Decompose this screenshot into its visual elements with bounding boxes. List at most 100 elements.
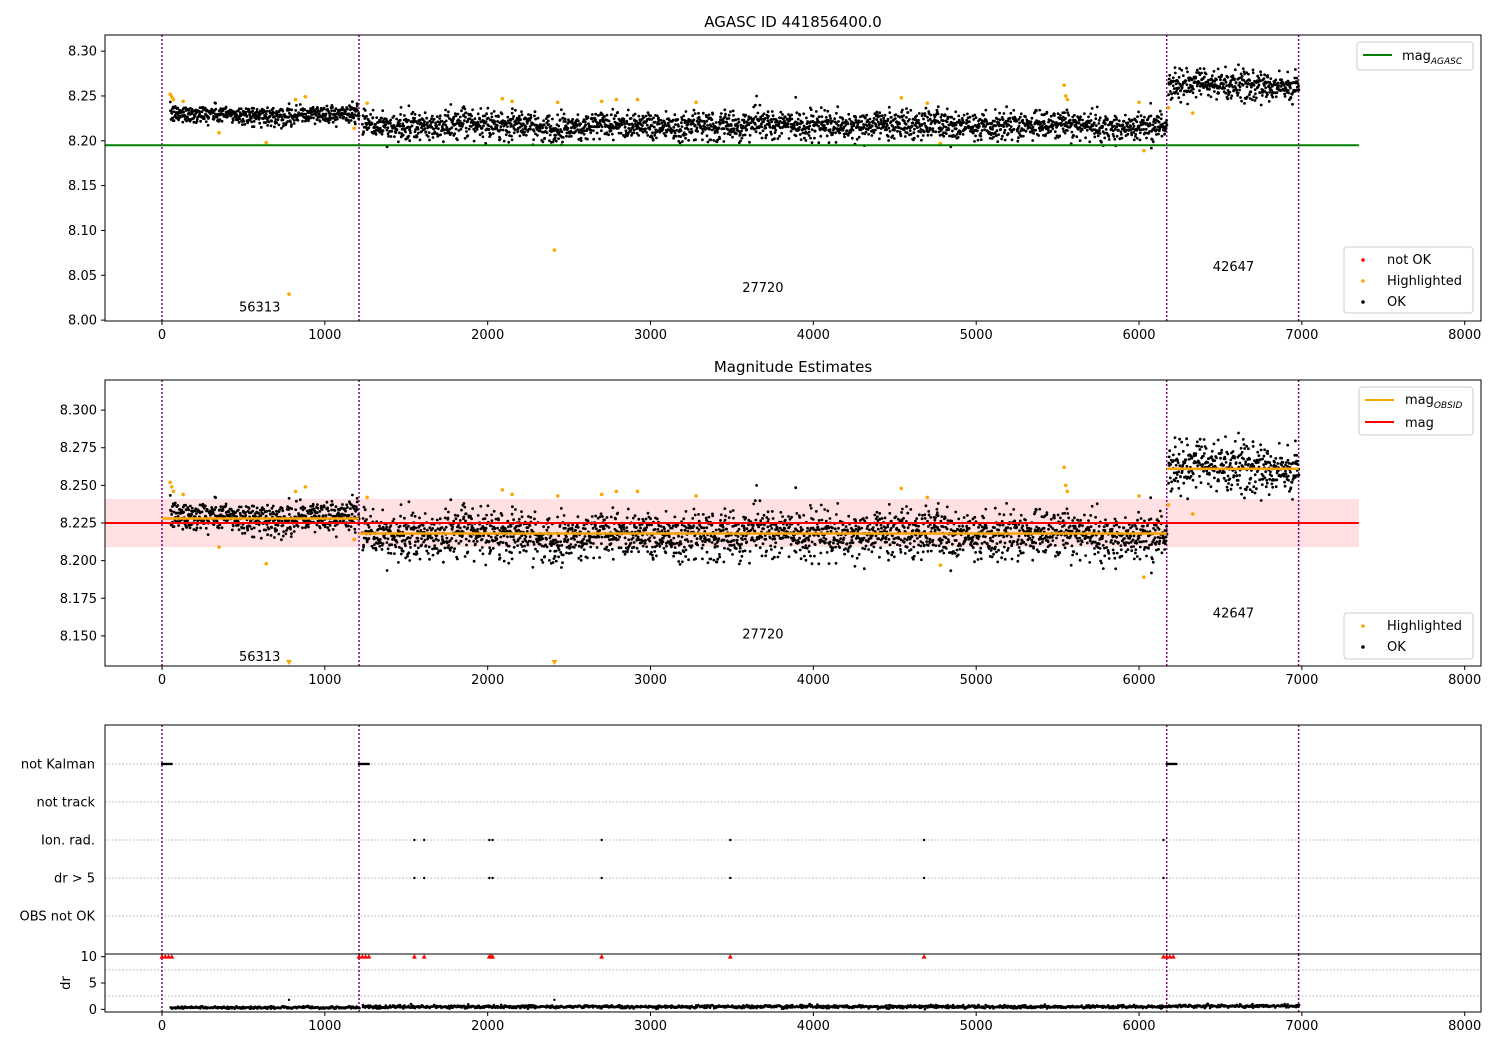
- data-point-ok: [1044, 133, 1048, 136]
- data-point-ok: [893, 117, 897, 120]
- data-point-ok: [1094, 117, 1098, 121]
- data-point-ok: [1104, 115, 1107, 118]
- data-point-ok: [184, 503, 188, 507]
- data-point-ok: [773, 137, 776, 141]
- data-point-ok: [416, 536, 420, 540]
- data-point-ok: [1148, 123, 1152, 127]
- data-point-ok: [347, 528, 351, 532]
- data-point-ok: [1228, 85, 1231, 88]
- data-point-ok: [517, 517, 521, 521]
- data-point-ok: [814, 110, 818, 113]
- data-point-ok: [476, 514, 480, 517]
- data-point-ok: [594, 523, 597, 527]
- data-point-ok: [906, 111, 910, 114]
- data-point-ok: [255, 108, 259, 111]
- data-point-ok: [754, 115, 758, 118]
- data-point-ok: [565, 535, 568, 539]
- data-point-ok: [463, 525, 466, 529]
- obsid-label: 27720: [742, 281, 783, 296]
- y-tick-label: 8.00: [68, 314, 97, 329]
- data-point-ok: [476, 528, 479, 531]
- data-point-ok: [758, 131, 762, 135]
- data-point-ok: [1235, 88, 1239, 92]
- data-point-ok: [709, 124, 713, 128]
- data-point-ok: [734, 124, 737, 127]
- data-point-ok: [697, 120, 701, 124]
- data-point-ok: [414, 540, 417, 544]
- data-point-ok: [502, 534, 506, 538]
- data-point-ok: [886, 135, 890, 138]
- data-point-ok: [1243, 102, 1246, 105]
- data-point-ok: [1138, 138, 1142, 142]
- data-point-ok: [528, 535, 532, 539]
- data-point-ok: [443, 546, 447, 550]
- data-point-ok: [454, 114, 458, 118]
- data-point-ok: [756, 111, 760, 115]
- data-point-ok: [310, 511, 314, 515]
- data-point-ok: [752, 117, 756, 120]
- data-point-ok: [526, 130, 530, 133]
- data-point-ok: [608, 126, 611, 130]
- data-point-ok: [1222, 82, 1225, 86]
- data-point-ok: [1283, 95, 1287, 98]
- data-point-ok: [1137, 110, 1140, 114]
- data-point-ok: [846, 122, 850, 126]
- data-point-ok: [1296, 82, 1300, 85]
- data-point-ok: [372, 132, 375, 135]
- data-point-ok: [658, 122, 661, 126]
- data-point-ok: [1107, 135, 1111, 138]
- data-point-ok: [316, 506, 320, 510]
- data-point-ok: [1173, 71, 1177, 75]
- data-point-highlighted: [171, 97, 176, 102]
- data-point-ok: [1101, 124, 1104, 128]
- data-point-ok: [381, 109, 385, 112]
- data-point-ok: [898, 130, 902, 134]
- data-point-highlighted: [500, 96, 505, 101]
- panel-agasc-light-curve: AGASC ID 441856400.0 56313 27720 42647 0…: [68, 13, 1482, 343]
- data-point-ok: [398, 122, 401, 125]
- data-point-ok: [753, 127, 756, 131]
- data-point-ok: [1119, 130, 1123, 134]
- data-point-ok: [520, 515, 524, 519]
- data-point-ok: [701, 127, 704, 131]
- data-point-ok: [564, 526, 567, 530]
- data-point-ok: [755, 94, 758, 98]
- data-point-ok: [885, 128, 888, 132]
- data-point-ok: [287, 102, 291, 106]
- data-point-ok: [484, 120, 488, 123]
- data-point-ok: [381, 525, 385, 529]
- data-point-ok: [915, 126, 919, 129]
- data-point-ok: [510, 138, 514, 142]
- data-point-ok: [529, 116, 533, 120]
- data-point-ok: [252, 119, 256, 123]
- data-point-ok: [170, 513, 174, 516]
- data-point-ok: [276, 118, 280, 122]
- data-point-ok: [393, 135, 396, 139]
- data-point-ok: [1241, 83, 1245, 87]
- data-point-highlighted: [1190, 111, 1195, 115]
- data-point-ok: [554, 559, 558, 563]
- data-point-ok: [432, 539, 436, 543]
- data-point-ok: [456, 557, 459, 561]
- data-point-ok: [1271, 95, 1275, 99]
- data-point-ok: [1236, 94, 1240, 97]
- data-point-ok: [416, 121, 419, 125]
- data-point-ok: [458, 526, 462, 530]
- data-point-ok: [909, 132, 913, 136]
- data-point-ok: [979, 134, 983, 138]
- data-point-ok: [1165, 118, 1168, 122]
- data-point-ok: [678, 141, 682, 145]
- data-point-ok: [294, 508, 298, 511]
- data-point-ok: [469, 535, 473, 538]
- data-point-ok: [582, 537, 585, 541]
- data-point-ok: [934, 130, 938, 134]
- data-point-ok: [793, 124, 796, 127]
- data-point-ok: [362, 130, 365, 134]
- data-point-ok: [474, 542, 477, 546]
- data-point-ok: [956, 136, 960, 139]
- data-point-ok: [583, 527, 587, 531]
- data-point-ok: [633, 112, 637, 116]
- data-point-ok: [854, 116, 858, 119]
- data-point-ok: [741, 126, 744, 130]
- data-point-ok: [589, 131, 593, 135]
